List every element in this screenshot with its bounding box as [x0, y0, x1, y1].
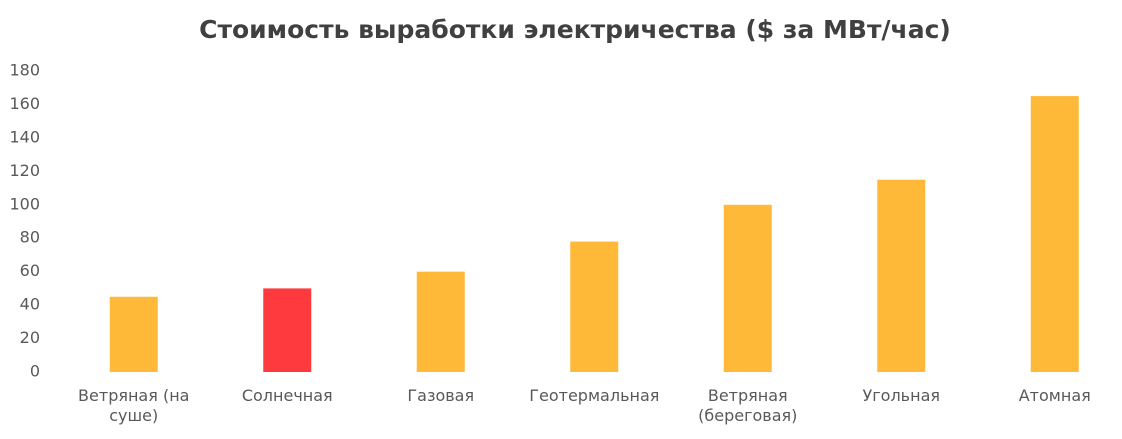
x-tick-label: Солнечная: [241, 386, 333, 405]
y-tick-label: 40: [20, 295, 40, 314]
x-tick-label: Ветряная (на суше): [78, 386, 190, 425]
bar: [109, 296, 158, 372]
bar: [416, 271, 465, 372]
y-tick-label: 0: [30, 362, 40, 381]
bar: [263, 288, 312, 372]
x-tick-label: Геотермальная: [529, 386, 660, 405]
y-tick-label: 140: [9, 127, 40, 146]
chart-title: Стоимость выработки электричества ($ за …: [199, 15, 951, 44]
bar: [723, 204, 772, 372]
x-tick-label: Ветряная (береговая): [698, 386, 798, 425]
y-tick-label: 20: [20, 328, 40, 347]
bar: [1030, 96, 1079, 372]
y-tick-label: 120: [9, 161, 40, 180]
bar: [570, 241, 619, 372]
y-tick-label: 160: [9, 94, 40, 113]
y-tick-label: 80: [20, 228, 40, 247]
x-tick-label: Угольная: [862, 386, 941, 405]
y-tick-label: 180: [9, 61, 40, 80]
x-tick-label: Атомная: [1018, 386, 1091, 405]
y-tick-label: 60: [20, 261, 40, 280]
x-tick-label: Газовая: [407, 386, 475, 405]
y-tick-label: 100: [9, 194, 40, 213]
bar: [877, 179, 926, 372]
